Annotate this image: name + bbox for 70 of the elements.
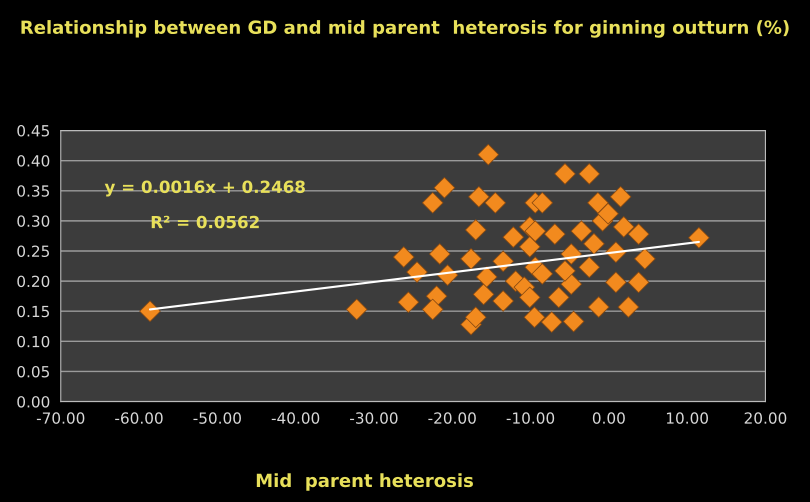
x-tick-label: -60.00 — [115, 412, 163, 424]
point — [392, 246, 414, 268]
x-axis-title: Mid parent heterosis — [256, 473, 473, 491]
point — [429, 243, 450, 265]
point — [587, 192, 609, 214]
point — [578, 163, 600, 185]
x-tick-label: -20.00 — [428, 412, 476, 424]
point — [532, 192, 554, 214]
point — [688, 227, 710, 248]
point — [634, 248, 656, 270]
point — [472, 284, 494, 306]
point — [605, 272, 627, 294]
point — [554, 260, 576, 282]
y-tick-label: 0.00 — [17, 396, 50, 408]
x-tick-label: 0.00 — [592, 412, 625, 424]
point — [465, 306, 486, 328]
point — [398, 291, 420, 313]
point — [610, 186, 632, 208]
x-tick-label: -50.00 — [193, 412, 241, 424]
point — [519, 236, 540, 258]
point — [465, 219, 486, 241]
y-tick-label: 0.20 — [17, 276, 50, 288]
point — [492, 290, 514, 312]
point — [560, 273, 582, 295]
y-tick-label: 0.25 — [17, 245, 49, 258]
point — [346, 298, 368, 320]
point — [524, 220, 546, 242]
point — [422, 298, 444, 320]
x-tick-label: -70.00 — [36, 412, 84, 424]
point — [628, 272, 650, 294]
point — [468, 186, 490, 208]
x-tick-label: -30.00 — [350, 412, 398, 424]
point — [502, 226, 524, 248]
point — [434, 177, 456, 198]
y-tick-label: 0.15 — [17, 306, 49, 318]
point — [613, 216, 634, 238]
point — [597, 202, 619, 224]
point — [540, 311, 562, 333]
point — [548, 286, 570, 308]
x-tick-label: 20.00 — [744, 412, 786, 424]
annotation: y = 0.0016x + 0.2468 — [104, 180, 305, 196]
point — [583, 233, 605, 254]
point — [544, 223, 566, 245]
y-tick-label: 0.45 — [17, 124, 49, 137]
x-tick-label: -10.00 — [506, 412, 554, 424]
point — [519, 286, 540, 308]
point — [478, 144, 499, 166]
y-tick-label: 0.35 — [17, 185, 49, 197]
point — [618, 296, 640, 318]
point — [476, 266, 498, 288]
point — [524, 306, 546, 328]
y-tick-label: 0.10 — [17, 336, 50, 348]
x-tick-label: -40.00 — [272, 412, 320, 424]
point — [562, 310, 584, 332]
point — [570, 220, 592, 242]
y-tick-label: 0.05 — [17, 366, 49, 378]
point — [578, 256, 600, 278]
point — [628, 223, 650, 245]
point — [139, 300, 161, 322]
point — [532, 263, 554, 285]
point — [484, 192, 506, 214]
point — [588, 296, 610, 318]
y-tick-label: 0.40 — [17, 155, 50, 167]
point — [460, 248, 482, 270]
chart-title: Relationship between GD and mid parent heterosis for ginning outturn (%) — [21, 20, 789, 38]
point — [422, 192, 444, 214]
annotation: R² = 0.0562 — [152, 216, 259, 228]
y-tick-label: 0.30 — [17, 215, 50, 227]
x-tick-label: 10.00 — [666, 412, 708, 424]
point — [554, 163, 576, 185]
